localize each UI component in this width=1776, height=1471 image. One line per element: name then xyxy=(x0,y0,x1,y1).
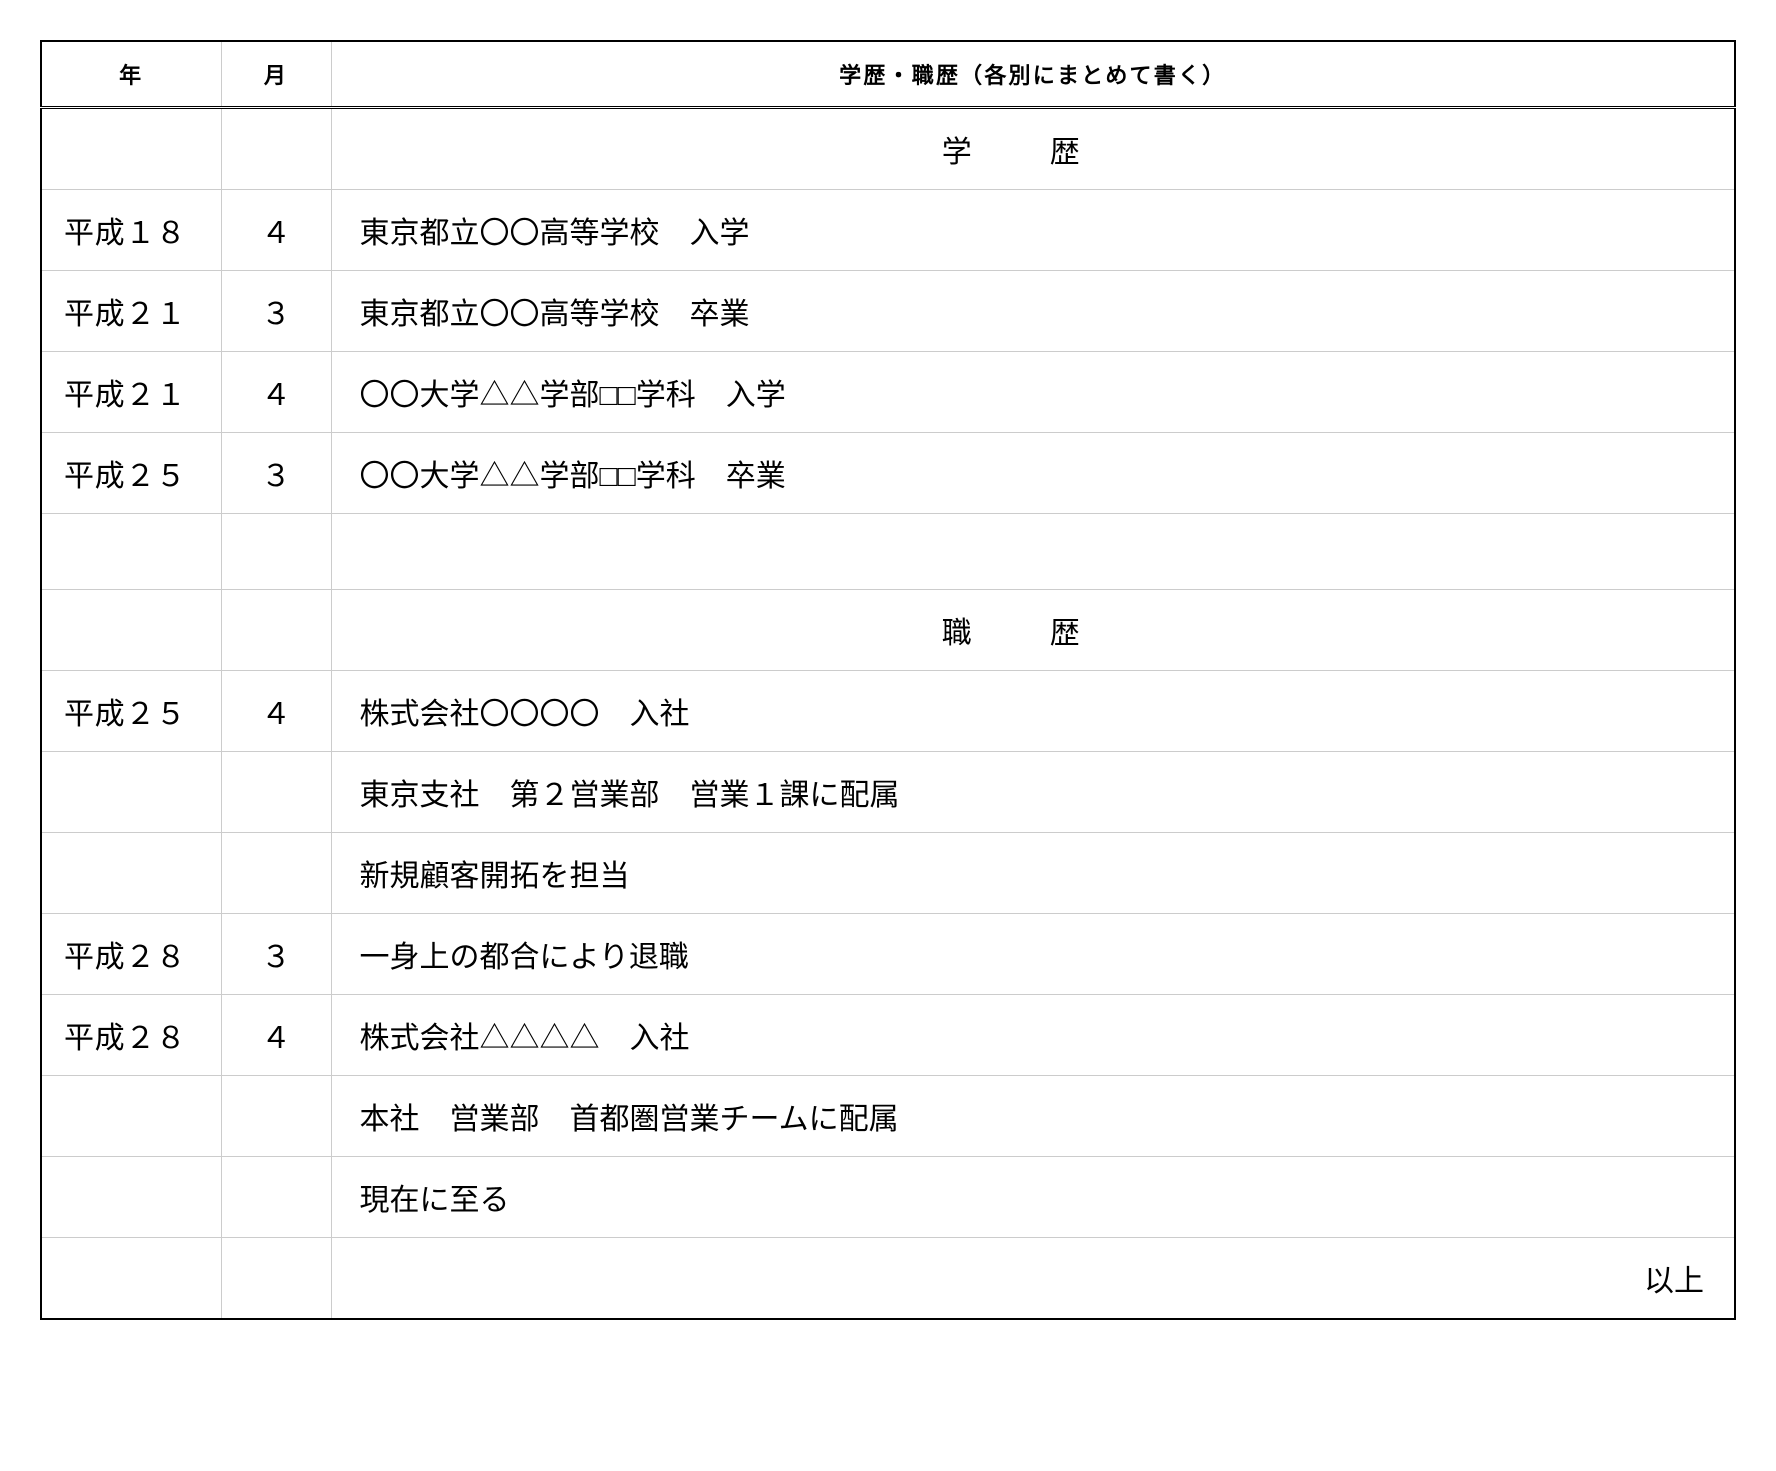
cell-content: 学 歴 xyxy=(331,108,1735,190)
table-row: 平成２８４株式会社△△△△ 入社 xyxy=(41,995,1735,1076)
header-month: 月 xyxy=(221,41,331,108)
cell-month: ４ xyxy=(221,190,331,271)
cell-content: 株式会社△△△△ 入社 xyxy=(331,995,1735,1076)
cell-year: 平成１８ xyxy=(41,190,221,271)
table-row: 東京支社 第２営業部 営業１課に配属 xyxy=(41,752,1735,833)
cell-year xyxy=(41,590,221,671)
cell-content: 新規顧客開拓を担当 xyxy=(331,833,1735,914)
cell-year xyxy=(41,108,221,190)
cell-year xyxy=(41,1076,221,1157)
table-row: 平成１８４東京都立〇〇高等学校 入学 xyxy=(41,190,1735,271)
cell-content: 〇〇大学△△学部□□学科 入学 xyxy=(331,352,1735,433)
cell-year xyxy=(41,514,221,590)
cell-month xyxy=(221,1238,331,1320)
cell-month xyxy=(221,590,331,671)
cell-content: 東京都立〇〇高等学校 入学 xyxy=(331,190,1735,271)
table-header-row: 年 月 学歴・職歴（各別にまとめて書く） xyxy=(41,41,1735,108)
table-row: 職 歴 xyxy=(41,590,1735,671)
cell-content: 一身上の都合により退職 xyxy=(331,914,1735,995)
cell-content: 現在に至る xyxy=(331,1157,1735,1238)
table-row: 平成２１３東京都立〇〇高等学校 卒業 xyxy=(41,271,1735,352)
cell-year xyxy=(41,1238,221,1320)
table-row: 平成２８３一身上の都合により退職 xyxy=(41,914,1735,995)
cell-month: ４ xyxy=(221,352,331,433)
table-row: 現在に至る xyxy=(41,1157,1735,1238)
cell-month xyxy=(221,1076,331,1157)
table-row: 新規顧客開拓を担当 xyxy=(41,833,1735,914)
header-year: 年 xyxy=(41,41,221,108)
cell-content: 東京支社 第２営業部 営業１課に配属 xyxy=(331,752,1735,833)
table-row: 以上 xyxy=(41,1238,1735,1320)
cell-content: 東京都立〇〇高等学校 卒業 xyxy=(331,271,1735,352)
table-row: 学 歴 xyxy=(41,108,1735,190)
cell-content: 本社 営業部 首都圏営業チームに配属 xyxy=(331,1076,1735,1157)
cell-year xyxy=(41,752,221,833)
cell-month: ３ xyxy=(221,271,331,352)
cell-month xyxy=(221,108,331,190)
cell-year: 平成２１ xyxy=(41,271,221,352)
cell-content xyxy=(331,514,1735,590)
resume-history-table: 年 月 学歴・職歴（各別にまとめて書く） 学 歴平成１８４東京都立〇〇高等学校 … xyxy=(40,40,1736,1320)
cell-content: 株式会社〇〇〇〇 入社 xyxy=(331,671,1735,752)
table-row xyxy=(41,514,1735,590)
cell-year xyxy=(41,1157,221,1238)
cell-content: 〇〇大学△△学部□□学科 卒業 xyxy=(331,433,1735,514)
cell-year: 平成２５ xyxy=(41,433,221,514)
cell-content: 以上 xyxy=(331,1238,1735,1320)
cell-month: ３ xyxy=(221,433,331,514)
table-body: 学 歴平成１８４東京都立〇〇高等学校 入学平成２１３東京都立〇〇高等学校 卒業平… xyxy=(41,108,1735,1320)
cell-month: ４ xyxy=(221,671,331,752)
cell-month xyxy=(221,1157,331,1238)
table-row: 平成２１４〇〇大学△△学部□□学科 入学 xyxy=(41,352,1735,433)
cell-year: 平成２５ xyxy=(41,671,221,752)
cell-year: 平成２８ xyxy=(41,914,221,995)
cell-month xyxy=(221,514,331,590)
table-row: 本社 営業部 首都圏営業チームに配属 xyxy=(41,1076,1735,1157)
table-row: 平成２５３〇〇大学△△学部□□学科 卒業 xyxy=(41,433,1735,514)
cell-year: 平成２８ xyxy=(41,995,221,1076)
cell-month xyxy=(221,833,331,914)
header-content: 学歴・職歴（各別にまとめて書く） xyxy=(331,41,1735,108)
cell-year xyxy=(41,833,221,914)
cell-year: 平成２１ xyxy=(41,352,221,433)
cell-month: ３ xyxy=(221,914,331,995)
cell-month xyxy=(221,752,331,833)
cell-content: 職 歴 xyxy=(331,590,1735,671)
table-row: 平成２５４株式会社〇〇〇〇 入社 xyxy=(41,671,1735,752)
cell-month: ４ xyxy=(221,995,331,1076)
